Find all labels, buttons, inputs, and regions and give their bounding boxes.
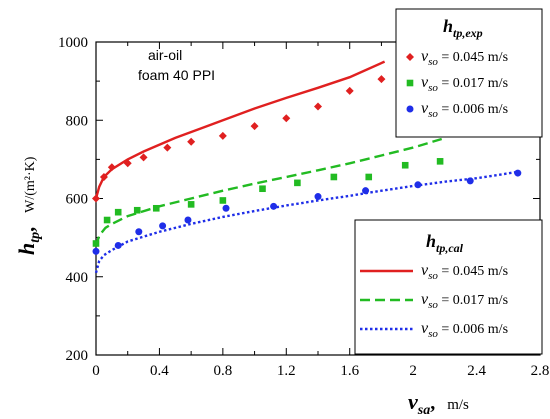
legend-cal-title: htp,cal bbox=[426, 231, 464, 255]
y-tick-label: 800 bbox=[66, 113, 89, 129]
y-tick-labels: 200 400 600 800 1000 bbox=[58, 35, 88, 364]
exp-point-3 bbox=[466, 177, 474, 185]
legend-cal-title-subscript: tp,cal bbox=[436, 241, 464, 255]
y-axis-suffix: , bbox=[17, 227, 39, 232]
x-tick-label: 2.4 bbox=[467, 363, 486, 379]
exp-point-2 bbox=[330, 173, 338, 181]
y-tick-label: 600 bbox=[66, 192, 89, 208]
exp-point-3 bbox=[184, 216, 192, 224]
exp-point-2 bbox=[152, 204, 160, 212]
experimental-series bbox=[92, 75, 522, 255]
x-axis-symbol: v bbox=[408, 389, 418, 414]
exp-point-1 bbox=[377, 75, 386, 84]
exp-point-1 bbox=[314, 102, 322, 111]
legend-cal-label-1: vso = 0.045 m/s bbox=[421, 262, 508, 282]
y-axis-unit: W/(m²·K) bbox=[23, 156, 38, 213]
x-tick-label: 0 bbox=[92, 363, 100, 379]
calculated-line-2 bbox=[94, 137, 443, 247]
exp-point-2 bbox=[401, 161, 409, 169]
legend-exp-marker-1 bbox=[406, 53, 414, 61]
legend-cal-items: vso = 0.045 m/s vso = 0.017 m/s vso = 0.00… bbox=[360, 262, 508, 340]
exp-point-1 bbox=[218, 131, 227, 140]
y-axis-label: htp, W/(m²·K) bbox=[14, 156, 43, 255]
exp-point-3 bbox=[92, 247, 100, 255]
exp-point-1 bbox=[187, 137, 196, 146]
legend-exp-label-1: vso = 0.045 m/s bbox=[421, 48, 508, 68]
exp-point-3 bbox=[414, 181, 422, 189]
exp-point-2 bbox=[436, 158, 444, 165]
legend-exp-marker-2 bbox=[406, 79, 414, 87]
exp-point-1 bbox=[107, 163, 116, 172]
exp-point-3 bbox=[114, 241, 122, 249]
exp-point-1 bbox=[282, 114, 291, 123]
exp-point-3 bbox=[222, 204, 230, 212]
exp-point-1 bbox=[92, 194, 100, 203]
x-axis-suffix: , bbox=[430, 392, 435, 414]
x-tick-label: 2 bbox=[409, 363, 417, 379]
x-tick-labels: 0 0.4 0.8 1.2 1.6 2 2.4 2.8 bbox=[92, 363, 549, 379]
exp-point-2 bbox=[219, 197, 227, 204]
annotation-line-2: foam 40 PPI bbox=[138, 67, 215, 83]
legend-cal-title-symbol: h bbox=[426, 231, 436, 251]
exp-point-2 bbox=[92, 240, 100, 247]
legend-exp-marker-3 bbox=[406, 105, 414, 113]
legend-cal-box bbox=[354, 219, 543, 355]
x-tick-label: 1.2 bbox=[277, 363, 296, 379]
exp-point-2 bbox=[187, 201, 195, 208]
y-axis-symbol: h bbox=[14, 243, 39, 255]
exp-point-2 bbox=[294, 179, 301, 187]
y-tick-label: 200 bbox=[66, 348, 89, 364]
exp-point-1 bbox=[139, 153, 148, 162]
legend-exp-label-2: vso = 0.017 m/s bbox=[421, 74, 508, 94]
exp-point-2 bbox=[365, 173, 373, 181]
exp-point-3 bbox=[514, 169, 522, 177]
exp-point-3 bbox=[159, 222, 167, 230]
exp-point-3 bbox=[362, 187, 370, 195]
legend-exp-title-symbol: h bbox=[443, 16, 453, 36]
legend-exp-box bbox=[395, 8, 543, 138]
exp-point-2 bbox=[103, 216, 111, 224]
x-tick-label: 0.4 bbox=[150, 363, 169, 379]
legend-exp-title-subscript: tp,exp bbox=[453, 26, 483, 40]
y-tick-label: 1000 bbox=[58, 35, 88, 51]
calculated-line-3 bbox=[94, 170, 518, 274]
x-tick-label: 2.8 bbox=[531, 363, 550, 379]
legend-cal-label-3: vso = 0.006 m/s bbox=[421, 320, 508, 340]
exp-point-3 bbox=[135, 228, 143, 236]
legend-exp-items: vso = 0.045 m/s vso = 0.017 m/s vso = 0.00… bbox=[406, 48, 508, 120]
exp-point-1 bbox=[99, 172, 108, 181]
y-tick-label: 400 bbox=[66, 270, 89, 286]
legend-exp-label-3: vso = 0.006 m/s bbox=[421, 100, 508, 120]
x-axis-label: vsa, m/s bbox=[408, 389, 469, 418]
exp-point-3 bbox=[314, 193, 322, 201]
exp-point-2 bbox=[259, 185, 266, 193]
exp-point-3 bbox=[270, 202, 278, 210]
exp-point-1 bbox=[163, 143, 172, 152]
x-tick-label: 1.6 bbox=[340, 363, 359, 379]
x-axis-subscript: sa bbox=[417, 403, 430, 418]
exp-point-1 bbox=[123, 159, 132, 168]
legend-cal-label-2: vso = 0.017 m/s bbox=[421, 291, 508, 311]
exp-point-1 bbox=[345, 86, 354, 95]
annotation-line-1: air-oil bbox=[148, 47, 182, 63]
exp-point-2 bbox=[114, 208, 122, 216]
legend-exp-title: htp,exp bbox=[443, 16, 483, 40]
y-axis-subscript: tp bbox=[28, 232, 43, 243]
exp-point-2 bbox=[133, 206, 141, 214]
x-tick-label: 0.8 bbox=[213, 363, 232, 379]
x-axis-unit: m/s bbox=[447, 397, 469, 413]
exp-point-1 bbox=[250, 122, 259, 131]
